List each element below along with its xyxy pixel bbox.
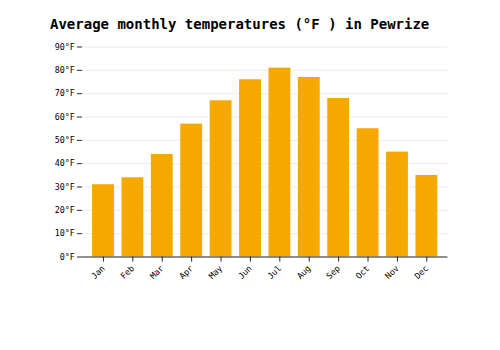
svg-text:40°F: 40°F (55, 158, 75, 168)
svg-text:50°F: 50°F (55, 135, 75, 145)
svg-text:Apr: Apr (177, 263, 195, 281)
svg-text:Sep: Sep (324, 263, 342, 281)
svg-text:30°F: 30°F (55, 182, 75, 192)
svg-text:90°F: 90°F (55, 42, 75, 52)
svg-text:10°F: 10°F (55, 228, 75, 238)
svg-text:Jul: Jul (265, 263, 283, 281)
svg-text:Oct: Oct (354, 263, 372, 281)
svg-text:May: May (207, 263, 225, 281)
svg-text:Dec: Dec (412, 263, 430, 281)
svg-text:Nov: Nov (383, 263, 401, 281)
svg-text:Mar: Mar (148, 263, 166, 281)
svg-text:Jan: Jan (89, 263, 107, 281)
svg-text:80°F: 80°F (55, 65, 75, 75)
svg-text:20°F: 20°F (55, 205, 75, 215)
html-text:Average monthly temperatures (: Average monthly temperatures (°F ) in Pe… (50, 16, 430, 32)
svg-text:Jun: Jun (236, 263, 254, 281)
svg-text:70°F: 70°F (55, 88, 75, 98)
svg-text:Aug: Aug (295, 263, 313, 281)
svg-text:Feb: Feb (118, 263, 136, 281)
svg-text:0°F: 0°F (60, 252, 75, 262)
svg-text:60°F: 60°F (55, 112, 75, 122)
